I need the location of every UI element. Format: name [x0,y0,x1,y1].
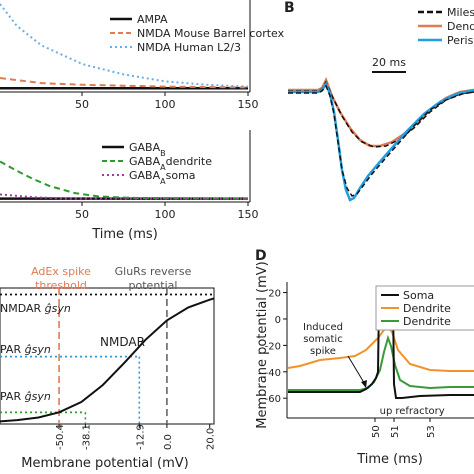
d-annot-refractory: refractory [395,406,444,417]
d-annot-induced-3: spike [310,346,336,357]
c-adex-label-line1: AdEx spike [31,265,91,278]
c-glurs-label-line1: GluRs reverse [115,265,192,278]
c-x-tick-label-0: -50.4 [55,424,66,450]
a-top-series-line-2 [0,3,249,88]
c-x-tick-label-2: -12.9 [135,424,146,450]
panel-b: B Miles Dendr Periso 20 ms [284,0,474,202]
c-adex-label-line2: threshold [35,279,87,292]
a-bot-ticks [81,202,249,206]
a-top-tick-label: 100 [155,98,176,111]
b-trace-dendr [288,76,474,148]
d-x-tick-label: 51 [390,425,401,438]
c-x-tick-label-3: 0.0 [163,434,174,450]
c-row-label-nmdar: NMDAR ĝsyn [0,302,71,315]
a-top-legend: AMPA NMDA Mouse Barrel cortex NMDA Human… [110,13,285,54]
a-top-tick-label: 50 [75,98,89,111]
b-legend-label-miles: Miles [447,6,474,19]
legend-label-nmda-mouse: NMDA Mouse Barrel cortex [137,27,285,40]
c-plot-frame [0,287,215,425]
a-bot-series [0,160,249,200]
d-legend-label-dendrite-green: Dendrite [403,315,451,328]
a-bot-x-axis-label: Time (ms) [91,227,158,242]
d-x-axis-label: Time (ms) [356,452,423,467]
d-y-tick-label-1: 0 [275,315,281,326]
panel-a-bottom: 50 100 150 Time (ms) GABAB GABAAdendrite… [0,130,259,242]
c-row-label-par-blue: PAR ĝsyn [0,343,51,356]
d-annot-arrow [347,355,367,387]
d-annot-up: up [380,406,393,417]
a-bot-series-line-2 [0,193,248,200]
b-trace-periso-miles [288,84,474,197]
d-x-tick-label: 53 [426,425,437,438]
c-x-tick-label-1: -38.1 [81,424,92,450]
panel-d: D Membrane potential (mV) 20 0 -20 -40 -60 5… [255,248,474,467]
d-x-tick-label: 50 [371,425,382,438]
d-legend-label-soma: Soma [403,289,434,302]
c-curve-label-nmdar: NMDAR [100,335,145,349]
legend-label-gabaa-soma: GABAAsoma [129,169,196,186]
c-x-axis-label: Membrane potential (mV) [21,456,188,471]
legend-label-nmda-human: NMDA Human L2/3 [137,41,241,54]
legend-label-gabab: GABAB [129,141,166,158]
a-top-series [0,3,249,90]
d-y-ticks: 20 0 -20 -40 -60 [265,289,287,405]
b-legend: Miles Dendr Periso [418,6,474,47]
b-trace-periso [288,81,474,202]
a-bot-tick-label: 100 [155,208,176,221]
a-top-tick-label: 150 [238,98,259,111]
panel-a-top: 50 100 150 AMPA NMDA Mouse Barrel cortex… [0,0,285,111]
panel-label-b: B [284,0,295,16]
b-trace-dendr-miles [288,80,474,148]
d-y-tick-label-4: -60 [265,394,281,405]
d-annot-induced-2: somatic [303,334,342,345]
c-marks: -50.4 -38.1 -12.9 0.0 20.0 [0,288,217,450]
d-legend-label-dendrite-orange: Dendrite [403,302,451,315]
c-glurs-label-line2: potential [129,279,178,292]
a-bot-tick-label: 50 [75,208,89,221]
legend-label-gabaa-dendrite: GABAAdendrite [129,155,212,172]
c-row-label-par-green: PAR ĝsyn [0,390,51,403]
a-bot-tick-label: 150 [238,208,259,221]
a-bot-legend: GABAB GABAAdendrite GABAAsoma [102,141,212,186]
b-scale-bar-label: 20 ms [372,56,406,69]
panel-label-d: D [255,248,267,264]
panel-c: AdEx spike threshold GluRs reverse poten… [0,265,217,471]
d-y-axis-label: Membrane potential (mV) [255,261,270,428]
d-y-tick-label-2: -20 [265,341,281,352]
d-annot-arrowhead [361,380,367,388]
legend-label-ampa: AMPA [137,13,168,26]
d-y-tick-label-0: 20 [268,289,281,300]
b-legend-label-dendr: Dendr [447,20,474,33]
b-legend-label-periso: Periso [447,34,474,47]
d-trace-dendrite-orange [287,325,474,372]
d-annot-induced-1: Induced [303,322,343,333]
c-nmdar-curve [0,297,215,423]
d-y-tick-label-3: -40 [265,368,281,379]
a-top-series-line-1 [0,77,249,89]
d-legend: Soma Dendrite Dendrite [375,285,474,331]
a-top-ticks [81,92,249,96]
c-x-tick-label-4: 20.0 [206,428,217,450]
